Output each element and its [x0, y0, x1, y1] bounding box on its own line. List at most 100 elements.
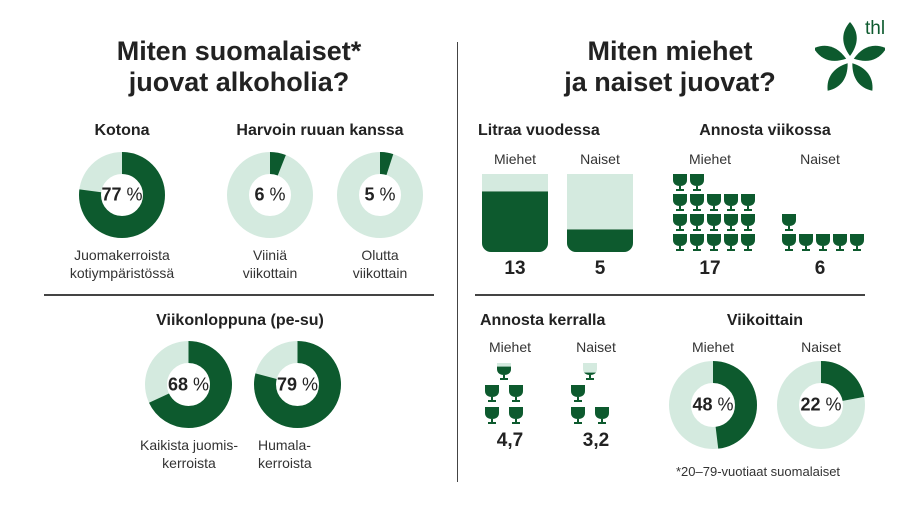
- vertical-divider: [457, 42, 458, 482]
- donut-value: 48 %: [692, 394, 734, 415]
- donut-segment: [227, 152, 313, 238]
- kerralla-men-label: Miehet: [488, 339, 532, 355]
- wine-glass-icon: [799, 234, 813, 251]
- annosta-kerralla-heading: Annosta kerralla: [480, 312, 606, 329]
- donut-value: 22 %: [800, 394, 842, 415]
- beer-donut: 5 %: [337, 152, 423, 238]
- kotona-heading: Kotona: [94, 122, 150, 139]
- litraa-men-glass: [482, 174, 548, 252]
- viikossa-men-value: 17: [699, 258, 721, 279]
- donut-ring: [227, 152, 313, 238]
- donut-value: 5 %: [364, 184, 396, 205]
- wine-glass-icon: [707, 214, 721, 231]
- weekend-all-donut: 68 %: [145, 341, 232, 428]
- wine-glass-icon: [485, 407, 499, 424]
- wine-glass-icon: [724, 194, 738, 211]
- wine-glass-icon: [782, 214, 796, 231]
- donut-ring: [145, 341, 232, 428]
- wine-caption: Viiniä viikottain: [220, 246, 320, 282]
- harvoin-heading: Harvoin ruuan kanssa: [236, 122, 404, 139]
- wine-glass-icon: [571, 385, 585, 402]
- kotona-donut: 77 %: [79, 152, 165, 238]
- wine-glass-icon: [509, 385, 523, 402]
- kerralla-men-value: 4,7: [496, 430, 524, 451]
- donut-ring: [337, 152, 423, 238]
- caption-line: kotiympäristössä: [69, 265, 175, 281]
- caption-line: viikottain: [242, 265, 298, 281]
- litraa-men-value: 13: [504, 258, 526, 279]
- donut-value: 68 %: [167, 374, 210, 394]
- litraa-heading: Litraa vuodessa: [478, 122, 600, 139]
- viikossa-women-label: Naiset: [800, 151, 840, 167]
- viikonloppu-heading: Viikonloppuna (pe-su): [156, 312, 324, 329]
- left-horizontal-divider: [44, 294, 434, 296]
- viikoittain-men-label: Miehet: [691, 339, 735, 355]
- glass-fill: [482, 191, 548, 252]
- donut-ring: [669, 361, 757, 449]
- thl-flower-icon: [815, 22, 885, 91]
- litraa-women-value: 5: [594, 258, 606, 279]
- beer-caption: Olutta viikottain: [330, 246, 430, 282]
- kerralla-women-glasses: [571, 362, 621, 424]
- wine-glass-icon: [583, 363, 597, 380]
- left-title: Miten suomalaiset* juovat alkoholia?: [44, 36, 434, 98]
- litraa-women-label: Naiset: [580, 151, 620, 167]
- wine-donut: 6 %: [227, 152, 313, 238]
- wine-glass-icon: [724, 234, 738, 251]
- wine-glass-icon: [741, 214, 755, 231]
- caption-line: kerroista: [162, 455, 216, 471]
- litraa-women-glass: [567, 174, 633, 252]
- viikoittain-women-label: Naiset: [801, 339, 841, 355]
- donut-ring: [79, 152, 165, 238]
- viikossa-men-glasses: [673, 173, 758, 251]
- caption-line: Viiniä: [253, 247, 287, 263]
- caption-line: Kaikista juomis-: [139, 437, 239, 453]
- wine-glass-icon: [673, 234, 687, 251]
- donut-segment: [669, 361, 757, 449]
- wine-glass-icon: [724, 214, 738, 231]
- wine-glass-icon: [690, 194, 704, 211]
- wine-glass-icon: [741, 194, 755, 211]
- donut-value: 77 %: [101, 184, 143, 205]
- donut-segment: [254, 341, 341, 428]
- viikossa-men-label: Miehet: [688, 151, 732, 167]
- wine-glass-icon: [707, 234, 721, 251]
- viikoittain-women-donut: 22 %: [777, 361, 865, 449]
- donut-ring: [777, 361, 865, 449]
- left-title-line2: juovat alkoholia?: [128, 67, 350, 97]
- thl-logo-text: thl: [865, 18, 886, 39]
- viikossa-women-glasses: [782, 173, 867, 251]
- wine-glass-icon: [782, 234, 796, 251]
- wine-glass-icon: [509, 407, 523, 424]
- right-title: Miten miehet ja naiset juovat?: [475, 36, 865, 98]
- kerralla-women-label: Naiset: [576, 339, 616, 355]
- weekend-drunk-donut: 79 %: [254, 341, 341, 428]
- wine-glass-icon: [690, 234, 704, 251]
- donut-segment: [337, 152, 423, 238]
- wine-glass-icon: [595, 407, 609, 424]
- weekend-all-caption: Kaikista juomis- kerroista: [124, 436, 254, 472]
- wine-glass-icon: [485, 385, 499, 402]
- wine-glass-icon: [833, 234, 847, 251]
- wine-glass-icon: [741, 234, 755, 251]
- wine-glass-icon: [850, 234, 864, 251]
- wine-glass-icon: [673, 174, 687, 191]
- caption-line: Olutta: [361, 247, 399, 263]
- donut-ring: [254, 341, 341, 428]
- kotona-caption: Juomakerroista kotiympäristössä: [52, 246, 192, 282]
- wine-glass-icon: [707, 194, 721, 211]
- right-horizontal-divider: [475, 294, 865, 296]
- donut-segment: [145, 341, 232, 428]
- caption-line: viikottain: [352, 265, 408, 281]
- kerralla-women-value: 3,2: [582, 430, 610, 451]
- wine-glass-icon: [571, 407, 585, 424]
- donut-value: 6 %: [254, 184, 286, 205]
- caption-line: kerroista: [258, 455, 312, 471]
- weekend-drunk-caption: Humala- kerroista: [258, 436, 338, 472]
- caption-line: Humala-: [258, 437, 311, 453]
- wine-glass-icon: [816, 234, 830, 251]
- right-title-line1: Miten miehet: [587, 36, 753, 66]
- caption-line: Juomakerroista: [74, 247, 170, 263]
- viikoittain-heading: Viikoittain: [726, 312, 804, 329]
- right-title-line2: ja naiset juovat?: [564, 67, 776, 97]
